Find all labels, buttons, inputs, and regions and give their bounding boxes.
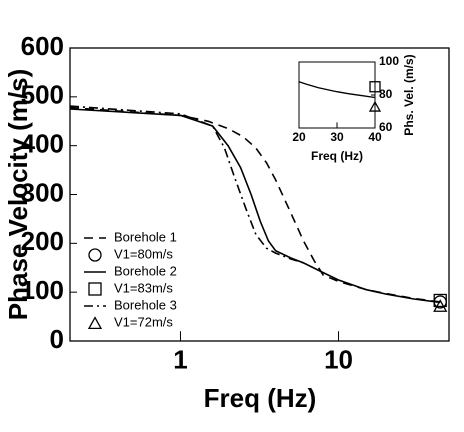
marker-triangle [368,100,382,112]
y-tick-label: 60 [379,120,393,134]
series-line [69,105,304,264]
legend-marker [87,316,103,330]
marker-square [433,293,447,308]
y-tick-label: 80 [379,87,393,101]
x-axis-label: Freq (Hz) [311,149,363,163]
legend-label: V1=72m/s [114,314,173,329]
x-tick-label: 40 [368,130,382,144]
y-tick-label: 0 [50,324,64,354]
y-tick-label: 600 [21,31,64,61]
legend-label: V1=83m/s [114,280,173,295]
legend-label: V1=80m/s [114,246,173,261]
legend-marker [88,248,102,262]
marker-triangle [433,299,448,312]
x-tick-label: 10 [324,345,353,375]
x-tick-label: 20 [292,130,306,144]
x-tick-label: 1 [173,345,187,375]
y-axis-label: Phase Velocity (m/s) [3,69,33,320]
series-line [298,81,376,99]
legend-label: Borehole 3 [114,297,177,312]
y-tick-label: 100 [379,54,399,68]
y-tick-label: 400 [21,129,64,159]
marker-square [369,81,381,93]
legend-label: Borehole 2 [114,263,177,278]
y-tick-label: 300 [21,177,64,207]
series-line [69,108,441,304]
y-tick-label: 500 [21,80,64,110]
plot-frame [298,61,376,129]
y-tick-label: 200 [21,226,64,256]
legend-marker [88,282,102,296]
y-tick-label: 100 [21,275,64,305]
y-axis-label: Phs. Vel. (m/s) [402,54,416,135]
x-tick-label: 30 [330,130,344,144]
legend-label: Borehole 1 [114,229,177,244]
x-axis-label: Freq (Hz) [204,383,317,413]
